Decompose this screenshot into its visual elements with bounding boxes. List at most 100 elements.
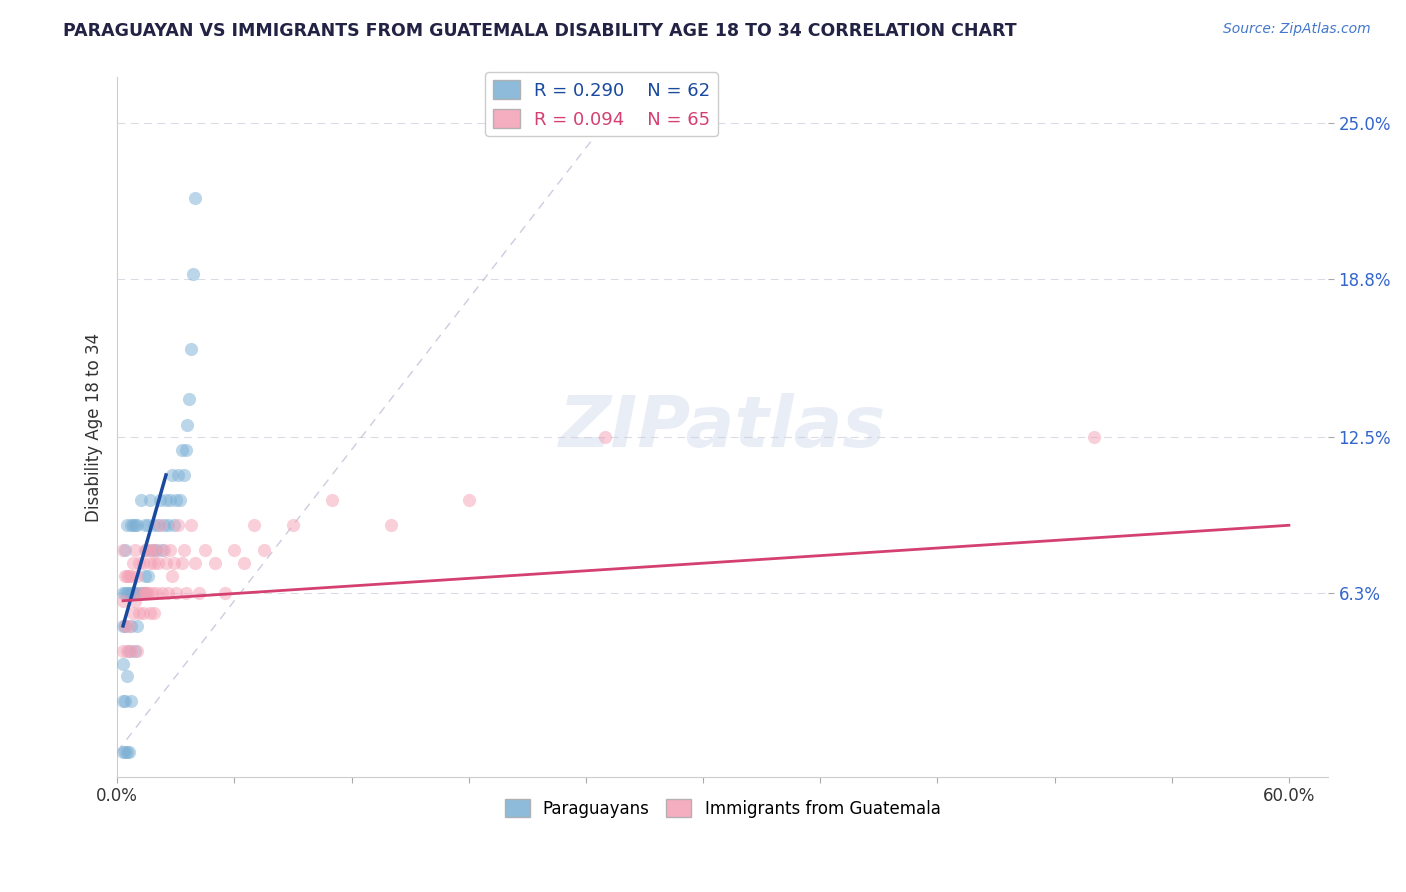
Point <box>174 586 197 600</box>
Point <box>165 586 187 600</box>
Point <box>243 518 266 533</box>
Point <box>120 518 142 533</box>
Point <box>118 586 141 600</box>
Point <box>114 543 136 558</box>
Point <box>112 593 135 607</box>
Point <box>134 543 156 558</box>
Point <box>148 556 170 570</box>
Point <box>214 586 236 600</box>
Point <box>112 543 135 558</box>
Point <box>114 586 136 600</box>
Point <box>112 694 135 708</box>
Point <box>129 586 152 600</box>
Point <box>141 586 163 600</box>
Point <box>115 669 138 683</box>
Point <box>120 644 142 658</box>
Point <box>156 518 179 533</box>
Point <box>115 518 138 533</box>
Point <box>121 607 143 621</box>
Point <box>204 556 226 570</box>
Point <box>179 392 201 407</box>
Point <box>124 518 146 533</box>
Point <box>124 593 146 607</box>
Point <box>141 543 163 558</box>
Point <box>176 417 198 432</box>
Point <box>112 657 135 671</box>
Point <box>159 543 181 558</box>
Point <box>131 607 153 621</box>
Point <box>194 543 217 558</box>
Point <box>138 543 160 558</box>
Y-axis label: Disability Age 18 to 34: Disability Age 18 to 34 <box>86 333 103 522</box>
Point <box>121 518 143 533</box>
Point <box>165 493 187 508</box>
Point <box>121 556 143 570</box>
Point <box>184 191 207 205</box>
Point <box>143 607 166 621</box>
Point <box>125 568 148 582</box>
Point <box>155 493 177 508</box>
Point <box>138 568 160 582</box>
Point <box>153 518 176 533</box>
Point <box>150 543 173 558</box>
Point <box>134 586 156 600</box>
Text: PARAGUAYAN VS IMMIGRANTS FROM GUATEMALA DISABILITY AGE 18 TO 34 CORRELATION CHAR: PARAGUAYAN VS IMMIGRANTS FROM GUATEMALA … <box>63 22 1017 40</box>
Point <box>120 694 142 708</box>
Point <box>1083 430 1105 444</box>
Point <box>112 745 135 759</box>
Point <box>148 518 170 533</box>
Point <box>131 556 153 570</box>
Point <box>155 556 177 570</box>
Point <box>595 430 617 444</box>
Point <box>118 644 141 658</box>
Point <box>125 518 148 533</box>
Point <box>125 644 148 658</box>
Point <box>170 556 193 570</box>
Point <box>135 586 157 600</box>
Legend: Paraguayans, Immigrants from Guatemala: Paraguayans, Immigrants from Guatemala <box>498 792 948 824</box>
Point <box>135 543 157 558</box>
Point <box>141 543 163 558</box>
Point <box>170 442 193 457</box>
Point <box>138 518 160 533</box>
Point <box>125 619 148 633</box>
Point <box>124 644 146 658</box>
Point <box>124 586 146 600</box>
Point <box>118 568 141 582</box>
Point <box>138 586 160 600</box>
Point <box>115 745 138 759</box>
Point <box>457 493 479 508</box>
Point <box>166 518 188 533</box>
Point <box>169 493 191 508</box>
Point <box>128 556 150 570</box>
Point <box>121 586 143 600</box>
Point <box>143 556 166 570</box>
Point <box>184 556 207 570</box>
Point <box>120 586 142 600</box>
Point <box>145 543 167 558</box>
Point <box>150 586 173 600</box>
Point <box>380 518 402 533</box>
Point <box>118 745 141 759</box>
Point <box>139 607 162 621</box>
Point <box>188 586 211 600</box>
Point <box>180 518 202 533</box>
Point <box>173 467 195 482</box>
Text: Source: ZipAtlas.com: Source: ZipAtlas.com <box>1223 22 1371 37</box>
Point <box>149 493 172 508</box>
Point <box>160 568 183 582</box>
Point <box>114 745 136 759</box>
Point <box>145 586 167 600</box>
Point <box>115 644 138 658</box>
Point <box>149 518 172 533</box>
Point <box>129 586 152 600</box>
Point <box>118 619 141 633</box>
Point <box>180 342 202 356</box>
Point <box>156 586 179 600</box>
Point <box>174 442 197 457</box>
Point <box>183 267 205 281</box>
Point <box>120 619 142 633</box>
Point <box>153 543 176 558</box>
Point <box>129 493 152 508</box>
Point <box>114 568 136 582</box>
